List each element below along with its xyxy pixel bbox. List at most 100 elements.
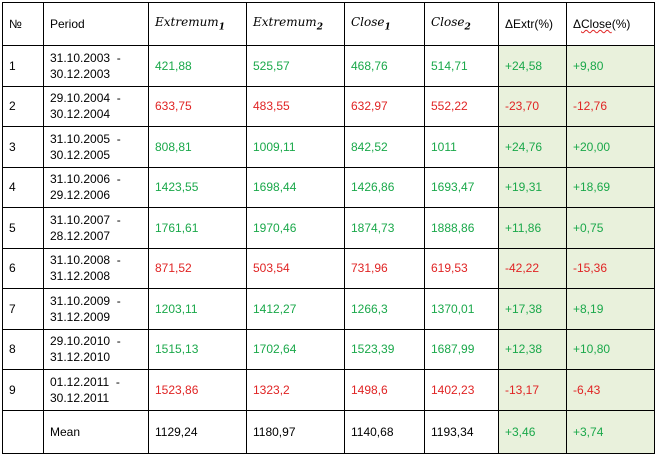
close1-cell: 1874,73 bbox=[344, 207, 425, 249]
table-row: 3 31.10.2005 -30.12.2005 808,81 1009,11 842,… bbox=[2, 126, 655, 168]
delta-extr-cell: +11,86 bbox=[498, 207, 567, 249]
extremum1-cell: 1203,11 bbox=[148, 288, 247, 330]
close2-cell: 1402,23 bbox=[424, 369, 499, 411]
period-cell: 01.12.2011 -30.12.2011 bbox=[43, 369, 149, 411]
stats-table: № Period Extremum1 Extremum2 Close1 Clos… bbox=[2, 2, 655, 454]
delta-extr-cell: -23,70 bbox=[498, 85, 567, 127]
close2-cell: 552,22 bbox=[424, 85, 499, 127]
delta-extr-cell: -13,17 bbox=[498, 369, 567, 411]
close1-cell: 1426,86 bbox=[344, 166, 425, 208]
close2-cell: 1011 bbox=[424, 126, 499, 168]
header-row: № Period Extremum1 Extremum2 Close1 Clos… bbox=[2, 2, 655, 46]
period-start: 29.10.2010 - bbox=[50, 334, 121, 349]
table-row: 7 31.10.2009 -31.12.2009 1203,11 1412,27 126… bbox=[2, 288, 655, 330]
row-number: 2 bbox=[2, 85, 44, 127]
table-row: 5 31.10.2007 -28.12.2007 1761,61 1970,46 187… bbox=[2, 207, 655, 249]
extremum2-cell: 1970,46 bbox=[246, 207, 345, 249]
period-end: 31.12.2008 bbox=[50, 269, 111, 284]
close1-cell: 842,52 bbox=[344, 126, 425, 168]
period-start: 31.10.2007 - bbox=[50, 212, 121, 227]
table-body: 1 31.10.2003 -30.12.2003 421,88 525,57 468,7… bbox=[2, 45, 655, 411]
mean-label: Mean bbox=[43, 409, 149, 454]
delta-close-cell: -12,76 bbox=[566, 85, 655, 127]
delta-extr-cell: +24,76 bbox=[498, 126, 567, 168]
mean-close2: 1193,34 bbox=[424, 409, 499, 454]
extremum1-cell: 1423,55 bbox=[148, 166, 247, 208]
period-start: 31.10.2005 - bbox=[50, 131, 121, 146]
row-number: 3 bbox=[2, 126, 44, 168]
period-end: 28.12.2007 bbox=[50, 228, 111, 243]
table-row: 2 29.10.2004 -30.12.2004 633,75 483,55 632,9… bbox=[2, 85, 655, 127]
close1-cell: 468,76 bbox=[344, 45, 425, 87]
delta-close-cell: +18,69 bbox=[566, 166, 655, 208]
header-no: № bbox=[2, 2, 44, 46]
extremum1-cell: 808,81 bbox=[148, 126, 247, 168]
close2-cell: 1693,47 bbox=[424, 166, 499, 208]
close1-cell: 731,96 bbox=[344, 247, 425, 289]
period-cell: 31.10.2003 -30.12.2003 bbox=[43, 45, 149, 87]
close1-cell: 1266,3 bbox=[344, 288, 425, 330]
close2-cell: 1370,01 bbox=[424, 288, 499, 330]
period-start: 31.10.2009 - bbox=[50, 293, 121, 308]
delta-extr-cell: +24,58 bbox=[498, 45, 567, 87]
mean-no-cell bbox=[2, 409, 44, 454]
delta-close-cell: +10,80 bbox=[566, 328, 655, 370]
extremum2-cell: 1009,11 bbox=[246, 126, 345, 168]
delta-close-cell: -15,36 bbox=[566, 247, 655, 289]
period-end: 31.12.2009 bbox=[50, 309, 111, 324]
extremum2-cell: 1412,27 bbox=[246, 288, 345, 330]
row-number: 8 bbox=[2, 328, 44, 370]
row-number: 4 bbox=[2, 166, 44, 208]
period-start: 31.10.2006 - bbox=[50, 172, 121, 187]
close2-cell: 1888,86 bbox=[424, 207, 499, 249]
delta-close-cell: +9,80 bbox=[566, 45, 655, 87]
table-row: 6 31.10.2008 -31.12.2008 871,52 503,54 731,9… bbox=[2, 247, 655, 289]
header-extremum1: Extremum1 bbox=[148, 2, 247, 46]
period-end: 30.12.2011 bbox=[50, 390, 110, 405]
extremum2-cell: 525,57 bbox=[246, 45, 345, 87]
period-cell: 31.10.2007 -28.12.2007 bbox=[43, 207, 149, 249]
extremum1-cell: 1761,61 bbox=[148, 207, 247, 249]
close2-cell: 514,71 bbox=[424, 45, 499, 87]
extremum1-cell: 871,52 bbox=[148, 247, 247, 289]
mean-extremum1: 1129,24 bbox=[148, 409, 247, 454]
delta-extr-cell: +19,31 bbox=[498, 166, 567, 208]
period-cell: 31.10.2008 -31.12.2008 bbox=[43, 247, 149, 289]
extremum2-cell: 1702,64 bbox=[246, 328, 345, 370]
period-start: 31.10.2003 - bbox=[50, 50, 121, 65]
table-row: 1 31.10.2003 -30.12.2003 421,88 525,57 468,7… bbox=[2, 45, 655, 87]
period-end: 29.12.2006 bbox=[50, 188, 111, 203]
mean-row: Mean 1129,24 1180,97 1140,68 1193,34 +3,… bbox=[2, 409, 655, 454]
delta-close-cell: -6,43 bbox=[566, 369, 655, 411]
extremum1-cell: 1523,86 bbox=[148, 369, 247, 411]
delta-close-cell: +8,19 bbox=[566, 288, 655, 330]
row-number: 6 bbox=[2, 247, 44, 289]
extremum1-cell: 633,75 bbox=[148, 85, 247, 127]
extremum1-cell: 421,88 bbox=[148, 45, 247, 87]
delta-extr-cell: +12,38 bbox=[498, 328, 567, 370]
mean-delta-close: +3,74 bbox=[566, 409, 655, 454]
table-row: 9 01.12.2011 -30.12.2011 1523,86 1323,2 1498… bbox=[2, 369, 655, 411]
header-close2: Close2 bbox=[424, 2, 499, 46]
table-row: 8 29.10.2010 -31.12.2010 1515,13 1702,64 152… bbox=[2, 328, 655, 370]
period-cell: 31.10.2006 -29.12.2006 bbox=[43, 166, 149, 208]
delta-close-cell: +0,75 bbox=[566, 207, 655, 249]
extremum2-cell: 503,54 bbox=[246, 247, 345, 289]
extremum1-cell: 1515,13 bbox=[148, 328, 247, 370]
row-number: 7 bbox=[2, 288, 44, 330]
period-cell: 31.10.2009 -31.12.2009 bbox=[43, 288, 149, 330]
period-start: 31.10.2008 - bbox=[50, 253, 121, 268]
header-delta-extr: ΔExtr(%) bbox=[498, 2, 567, 46]
period-start: 01.12.2011 - bbox=[50, 374, 120, 389]
header-extremum2: Extremum2 bbox=[246, 2, 345, 46]
period-cell: 29.10.2010 -31.12.2010 bbox=[43, 328, 149, 370]
extremum2-cell: 483,55 bbox=[246, 85, 345, 127]
delta-extr-cell: +17,38 bbox=[498, 288, 567, 330]
extremum2-cell: 1323,2 bbox=[246, 369, 345, 411]
period-cell: 31.10.2005 -30.12.2005 bbox=[43, 126, 149, 168]
header-close1: Close1 bbox=[344, 2, 425, 46]
period-end: 31.12.2010 bbox=[50, 350, 111, 365]
close1-cell: 632,97 bbox=[344, 85, 425, 127]
period-cell: 29.10.2004 -30.12.2004 bbox=[43, 85, 149, 127]
row-number: 5 bbox=[2, 207, 44, 249]
